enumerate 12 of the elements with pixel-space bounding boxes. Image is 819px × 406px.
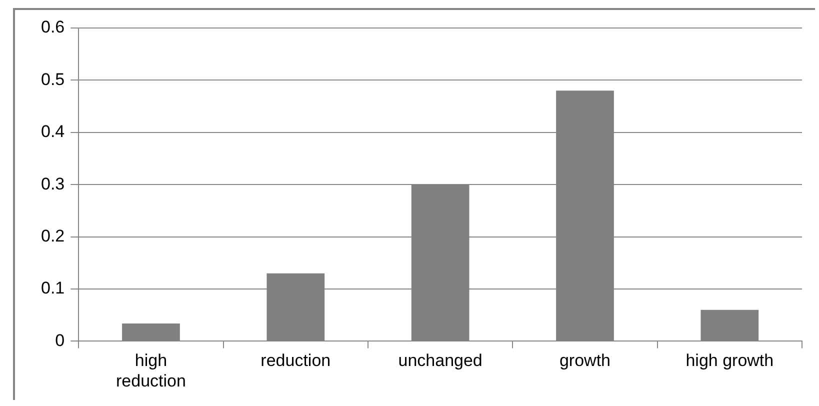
y-tick-label: 0.6 — [40, 18, 65, 37]
x-tick-label: high growth — [686, 351, 774, 370]
x-tick-label: reduction — [260, 351, 331, 370]
y-tick-label: 0.1 — [40, 278, 65, 298]
x-tick-label: high reduction — [116, 351, 186, 390]
y-tick-label: 0 — [55, 330, 65, 350]
y-tick-label: 0.5 — [40, 70, 65, 89]
x-tick-label: growth — [559, 351, 611, 370]
x-tick-label: unchanged — [398, 351, 482, 370]
y-tick-label: 0.3 — [40, 174, 65, 194]
y-tick-label: 0.4 — [40, 122, 65, 142]
y-tick-label: 0.2 — [40, 226, 65, 246]
